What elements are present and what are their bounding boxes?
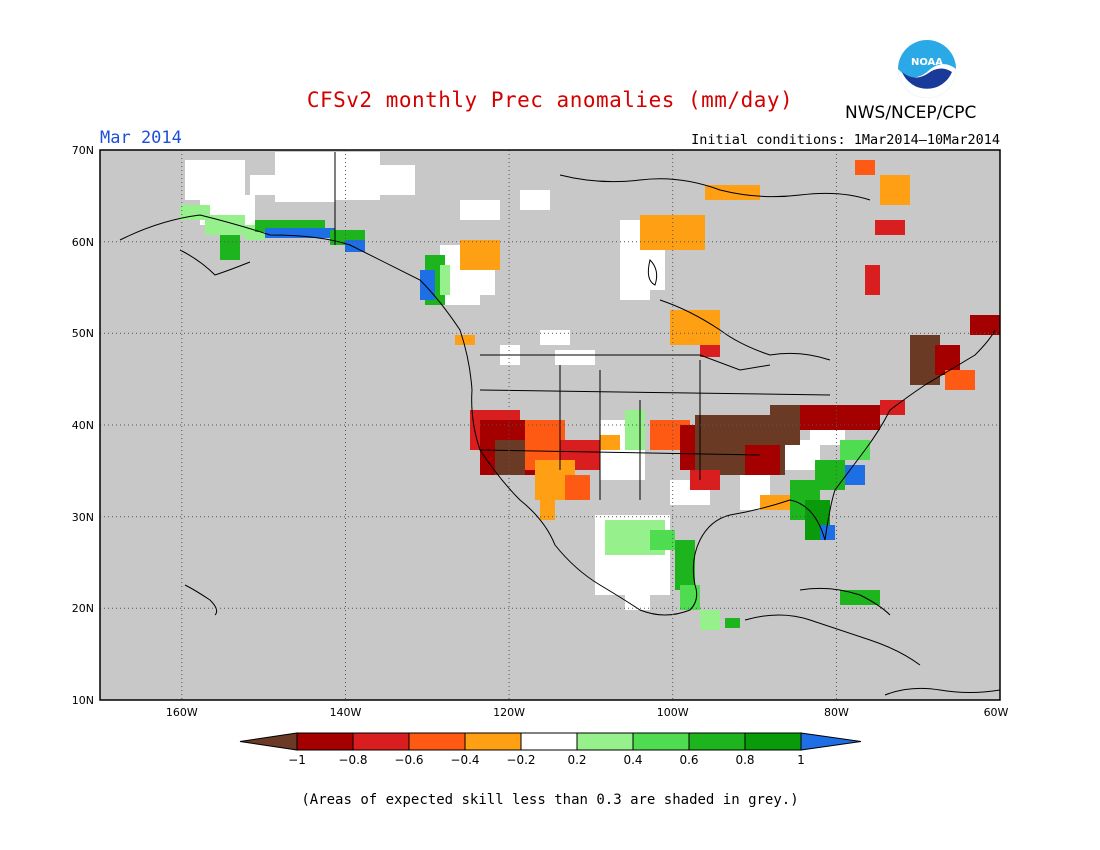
dry-anomaly-regions [455, 160, 1000, 520]
noaa-logo-icon: NOAA [898, 40, 956, 98]
colorbar-segment [576, 732, 634, 751]
colorbar-segment [520, 732, 578, 751]
colorbar-tick-label: 0.4 [623, 753, 642, 767]
colorbar-segment [352, 732, 410, 751]
map-frame [99, 149, 1001, 701]
logo-text: NOAA [911, 57, 943, 68]
forecast-period: Mar 2014 [100, 128, 182, 148]
lat-label: 50N [72, 327, 94, 340]
lon-label: 60W [984, 706, 1009, 719]
lon-label: 120W [493, 706, 525, 719]
longitude-labels: 160W 140W 120W 100W 80W 60W [166, 706, 1009, 719]
lat-label: 40N [72, 419, 94, 432]
colorbar: −1 −0.8 −0.6 −0.4 −0.2 0.2 0.4 0.6 0.8 1 [239, 732, 862, 767]
colorbar-tick-label: 0.6 [679, 753, 698, 767]
colorbar-segment [296, 732, 354, 751]
colorbar-arrow-high [800, 732, 862, 751]
colorbar-segment [408, 732, 466, 751]
initial-conditions: Initial conditions: 1Mar2014–10Mar2014 [691, 132, 1000, 148]
lat-label: 30N [72, 511, 94, 524]
colorbar-tick-label: −0.2 [506, 753, 535, 767]
agency-label: NWS/NCEP/CPC [845, 103, 977, 123]
lat-label: 10N [72, 694, 94, 707]
colorbar-segment [688, 732, 746, 751]
colorbar-tick-label: 0.2 [567, 753, 586, 767]
lat-label: 70N [72, 144, 94, 157]
map-title: CFSv2 monthly Prec anomalies (mm/day) [306, 88, 794, 112]
colorbar-tick-label: −0.8 [338, 753, 367, 767]
skill-footnote: (Areas of expected skill less than 0.3 a… [301, 792, 799, 808]
lon-label: 140W [330, 706, 362, 719]
colorbar-segment [464, 732, 522, 751]
colorbar-tick-label: −0.4 [450, 753, 479, 767]
lon-label: 160W [166, 706, 198, 719]
colorbar-arrow-low [239, 732, 298, 751]
colorbar-tick-label: 0.8 [735, 753, 754, 767]
lat-label: 20N [72, 602, 94, 615]
colorbar-segment [632, 732, 690, 751]
colorbar-tick-label: −1 [288, 753, 306, 767]
lon-label: 80W [824, 706, 849, 719]
colorbar-tick-label: −0.6 [394, 753, 423, 767]
lat-label: 60N [72, 236, 94, 249]
lon-label: 100W [657, 706, 689, 719]
coastlines [119, 152, 1000, 696]
latitude-labels: 70N 60N 50N 40N 30N 20N 10N [72, 144, 94, 707]
colorbar-tick-label: 1 [797, 753, 805, 767]
colorbar-segment [744, 732, 802, 751]
